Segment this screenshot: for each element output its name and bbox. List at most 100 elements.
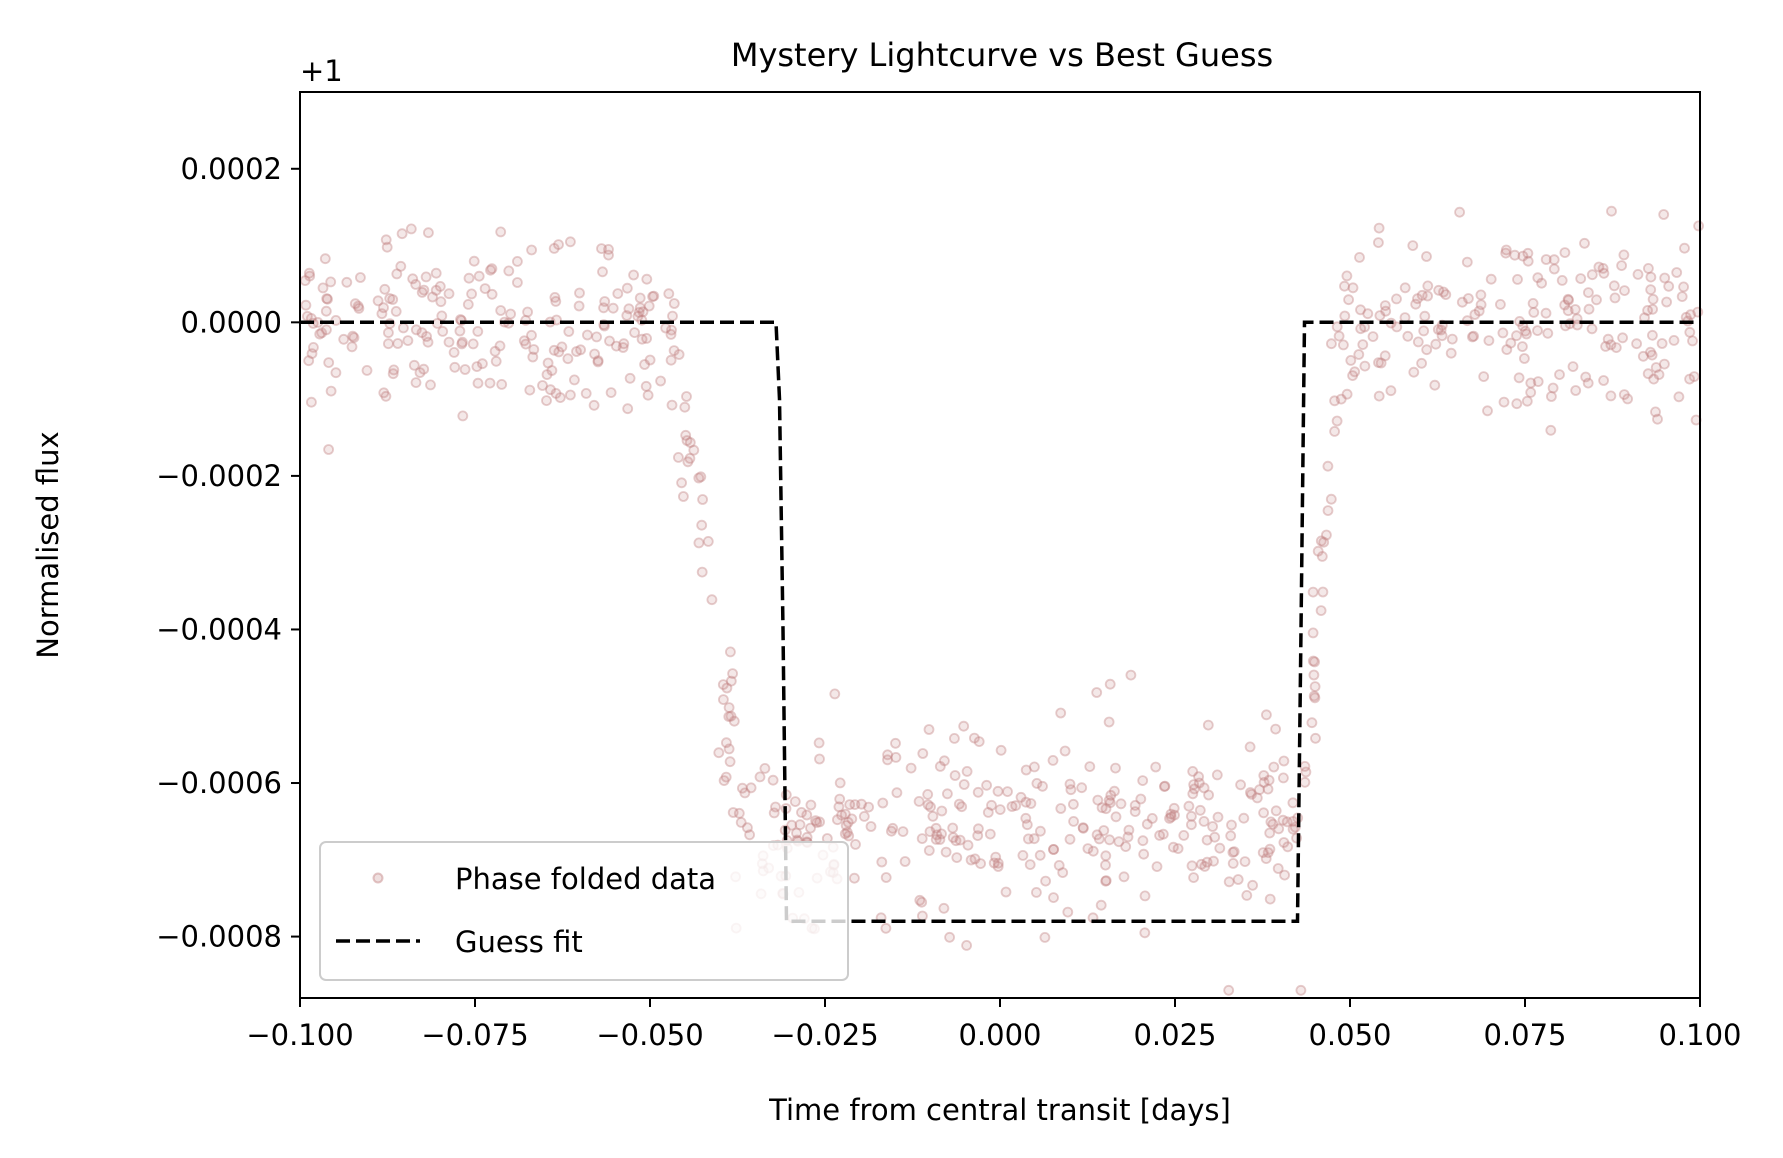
data-point <box>569 374 580 386</box>
data-point <box>1168 841 1179 853</box>
data-point <box>1355 304 1366 316</box>
data-point <box>1186 810 1197 822</box>
data-point <box>1055 707 1067 719</box>
data-point <box>479 283 491 295</box>
data-point <box>1264 827 1276 839</box>
data-point <box>1209 831 1221 843</box>
data-point <box>1339 310 1351 322</box>
data-point <box>1028 833 1040 845</box>
data-point <box>1671 267 1683 278</box>
data-point <box>1100 803 1112 815</box>
data-point <box>727 807 739 818</box>
data-point <box>1540 254 1552 265</box>
data-point <box>982 807 994 818</box>
data-point <box>1678 281 1689 293</box>
data-point <box>1322 460 1334 472</box>
data-point <box>1104 797 1116 809</box>
data-point <box>786 819 798 831</box>
data-point <box>430 267 442 279</box>
data-point <box>1110 811 1122 823</box>
data-point <box>890 737 901 749</box>
data-point <box>632 310 644 322</box>
data-point <box>549 291 561 303</box>
data-point <box>925 801 936 813</box>
data-point <box>402 335 414 347</box>
data-point <box>1211 769 1223 781</box>
data-point <box>320 305 332 317</box>
data-point <box>1227 847 1239 858</box>
data-point <box>410 377 422 389</box>
data-point <box>526 244 537 256</box>
data-point <box>1468 330 1479 342</box>
data-point <box>598 302 609 314</box>
data-point <box>880 922 892 934</box>
data-point <box>1408 366 1420 378</box>
data-point <box>486 288 498 300</box>
data-point <box>621 310 633 321</box>
data-point <box>1519 353 1530 364</box>
data-point <box>1316 551 1328 562</box>
x-axis-label: Time from central transit [days] <box>768 1093 1231 1127</box>
data-point <box>965 854 977 866</box>
data-point <box>565 389 576 401</box>
data-point <box>387 294 399 305</box>
data-point <box>1650 362 1662 373</box>
data-point <box>418 363 430 375</box>
data-point <box>1347 282 1359 294</box>
data-point <box>1380 305 1392 317</box>
data-point <box>1463 293 1474 304</box>
data-point <box>681 435 693 446</box>
data-point <box>702 536 714 547</box>
data-point <box>706 594 718 606</box>
data-point <box>1598 375 1609 386</box>
legend-label-data: Phase folded data <box>455 862 716 896</box>
data-point <box>940 846 952 858</box>
data-point <box>1091 687 1103 698</box>
data-point <box>435 296 447 308</box>
data-point <box>1105 789 1117 801</box>
data-point <box>589 348 600 360</box>
data-point <box>1100 875 1112 887</box>
data-point <box>397 322 409 334</box>
data-point <box>303 355 315 367</box>
data-point <box>805 799 817 811</box>
data-point <box>1331 415 1343 427</box>
data-point <box>1354 251 1365 263</box>
data-point <box>512 255 523 267</box>
data-point <box>865 821 877 832</box>
fit-line-group <box>300 320 1700 923</box>
data-point <box>1473 305 1485 317</box>
data-point <box>1238 812 1250 824</box>
data-point <box>1024 859 1036 870</box>
data-point <box>1656 338 1668 349</box>
data-point <box>1307 627 1319 639</box>
data-point <box>1321 529 1332 541</box>
data-point <box>1082 843 1094 854</box>
data-point <box>655 375 666 387</box>
data-point <box>1095 899 1107 911</box>
data-point <box>1373 390 1385 402</box>
data-point <box>931 829 943 841</box>
data-point <box>1517 250 1529 262</box>
data-point <box>434 280 446 292</box>
data-point <box>1586 269 1598 281</box>
data-point <box>1322 505 1334 517</box>
data-point <box>316 327 328 339</box>
data-point <box>721 682 733 694</box>
data-point <box>876 856 888 868</box>
data-point <box>801 831 813 843</box>
x-axis: −0.100 −0.075 −0.050 −0.025 0.000 0.025 0.050 0… <box>246 998 1742 1052</box>
data-point <box>388 364 400 376</box>
data-point <box>834 777 846 789</box>
data-point <box>1225 830 1237 842</box>
data-point <box>880 872 892 883</box>
data-point <box>1282 841 1294 853</box>
data-point <box>953 798 965 810</box>
data-point <box>899 856 911 867</box>
data-point <box>382 338 394 350</box>
data-point <box>1308 669 1320 681</box>
data-point <box>717 679 729 690</box>
data-point <box>1068 798 1079 810</box>
data-point <box>1436 330 1448 342</box>
